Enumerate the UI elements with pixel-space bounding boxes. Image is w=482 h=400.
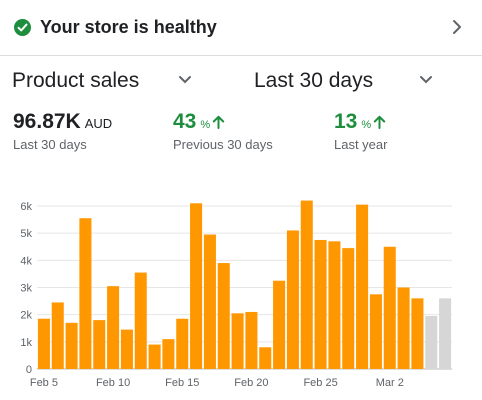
y-tick-label: 3k: [20, 283, 32, 295]
percent-unit: %: [361, 119, 372, 131]
percent-unit: %: [200, 119, 211, 131]
sales-bar[interactable]: [107, 286, 120, 369]
metric-dropdown-label: Product sales: [12, 69, 140, 92]
sales-bar[interactable]: [231, 313, 244, 369]
store-health-banner[interactable]: Your store is healthy: [0, 0, 482, 56]
sales-bar[interactable]: [217, 263, 230, 369]
total-sales-amount: 96.87K: [13, 110, 81, 133]
y-tick-label: 5k: [20, 228, 32, 240]
arrow-up-icon: [373, 115, 386, 129]
sales-bar[interactable]: [300, 200, 313, 369]
previous-change-value: 43: [173, 110, 197, 133]
x-tick-label: Feb 10: [96, 377, 130, 389]
sales-bar[interactable]: [51, 302, 64, 369]
store-health-title: Your store is healthy: [40, 17, 217, 37]
y-tick-label: 6k: [20, 201, 32, 213]
sales-bar[interactable]: [162, 339, 175, 369]
sales-bar[interactable]: [259, 347, 272, 369]
chevron-down-icon: [420, 76, 432, 84]
sales-bar[interactable]: [273, 280, 286, 369]
year-change-value: 13: [334, 110, 358, 133]
sales-bar[interactable]: [411, 298, 424, 369]
sales-bar[interactable]: [203, 234, 216, 369]
sales-bar[interactable]: [342, 248, 355, 369]
sales-bar[interactable]: [314, 239, 327, 369]
y-tick-label: 4k: [20, 255, 32, 267]
sales-bar[interactable]: [93, 320, 106, 369]
chevron-down-icon: [179, 76, 191, 84]
metric-dropdown[interactable]: Product sales: [12, 68, 202, 96]
sales-bar[interactable]: [134, 272, 147, 369]
previous-change-caption: Previous 30 days: [173, 137, 273, 152]
x-tick-label: Feb 15: [165, 377, 199, 389]
sales-bar[interactable]: [190, 203, 203, 369]
check-circle-icon: [14, 19, 31, 36]
sales-bar[interactable]: [383, 246, 396, 369]
date-range-label: Last 30 days: [254, 69, 374, 92]
sales-bar[interactable]: [245, 311, 258, 369]
previous-period-change: 43%: [173, 110, 225, 134]
arrow-up-icon: [212, 115, 225, 129]
date-range-dropdown[interactable]: Last 30 days: [254, 68, 444, 96]
sales-bar[interactable]: [286, 230, 299, 369]
year-change-caption: Last year: [334, 137, 388, 152]
sales-bar[interactable]: [176, 318, 189, 369]
x-tick-label: Feb 5: [30, 377, 58, 389]
sales-bar[interactable]: [397, 287, 410, 370]
sales-bar[interactable]: [37, 318, 50, 369]
total-sales-value: 96.87K AUD: [13, 110, 112, 134]
projected-bar[interactable]: [439, 298, 452, 369]
sales-bar[interactable]: [120, 329, 133, 369]
y-tick-label: 2k: [20, 310, 32, 322]
y-tick-label: 1k: [20, 337, 32, 349]
sales-bar[interactable]: [79, 218, 92, 369]
sales-bar-chart: 0 1k 2k 3k 4k 5k 6k Feb 5 Feb 10 Feb 15 Feb 20 Feb …: [20, 200, 452, 389]
projected-bar[interactable]: [425, 316, 438, 369]
x-tick-label: Mar 2: [376, 377, 404, 389]
y-tick-label: 0: [26, 364, 32, 376]
x-tick-label: Feb 20: [234, 377, 268, 389]
currency-unit: AUD: [84, 116, 113, 131]
year-change: 13%: [334, 110, 386, 134]
sales-bar[interactable]: [65, 322, 78, 369]
sales-bar[interactable]: [328, 241, 341, 369]
sales-bar[interactable]: [369, 294, 382, 369]
x-tick-label: Feb 25: [303, 377, 337, 389]
chevron-right-icon[interactable]: [450, 18, 464, 36]
sales-bar[interactable]: [148, 344, 161, 369]
sales-bar[interactable]: [356, 204, 369, 369]
total-sales-caption: Last 30 days: [13, 137, 87, 152]
